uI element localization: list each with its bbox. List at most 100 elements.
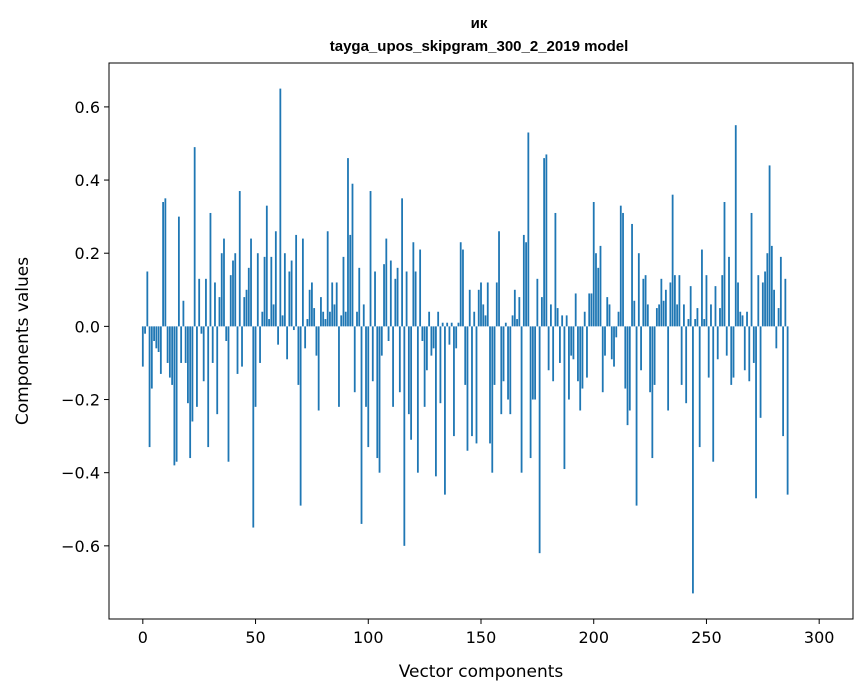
bar [529, 326, 532, 459]
bar [290, 260, 293, 327]
bar [622, 212, 624, 327]
bar [725, 326, 728, 356]
chart-subtitle: tayga_upos_skipgram_300_2_2019 model [330, 38, 629, 55]
bar [723, 202, 726, 327]
bar [279, 88, 282, 327]
bar [389, 260, 392, 327]
bar [207, 326, 210, 448]
bar [214, 282, 216, 327]
bar [692, 326, 694, 594]
bar [592, 202, 595, 327]
bar [572, 326, 575, 360]
bar [272, 304, 275, 327]
bar [486, 282, 489, 327]
bar [430, 326, 433, 356]
bar [759, 326, 762, 418]
bar [739, 311, 742, 327]
bar [554, 212, 557, 327]
bar [340, 315, 343, 327]
bar [153, 326, 155, 341]
x-tick-label: 50 [245, 628, 265, 647]
bar [701, 249, 703, 327]
bar [144, 326, 146, 334]
bar [288, 271, 291, 327]
y-tick-label: 0.2 [75, 244, 100, 263]
bar [775, 326, 778, 349]
bar [162, 202, 165, 327]
bar [500, 326, 503, 415]
bar [225, 326, 228, 341]
bar [696, 308, 699, 327]
bar [698, 326, 701, 448]
bar [385, 238, 388, 327]
bar [347, 158, 349, 327]
bar [588, 293, 591, 327]
bar [250, 238, 252, 327]
bar [721, 275, 724, 327]
bar [211, 326, 214, 363]
bar [229, 275, 232, 327]
bar [157, 326, 160, 352]
bar [590, 293, 593, 327]
bar [401, 198, 403, 327]
bar [779, 256, 782, 327]
bar [561, 315, 564, 327]
bar [383, 264, 385, 327]
bar [531, 326, 534, 400]
bar [141, 326, 144, 367]
bar [495, 282, 498, 327]
bar [432, 326, 435, 349]
bar [710, 304, 712, 327]
bar [694, 319, 697, 327]
bar [624, 326, 627, 389]
bar [610, 326, 613, 360]
bar [538, 326, 541, 554]
bar [475, 326, 478, 444]
bar [254, 326, 257, 407]
bar [773, 289, 775, 327]
bar [387, 326, 390, 341]
bar [640, 326, 642, 371]
bar [525, 242, 527, 327]
bar [184, 326, 187, 363]
bar [146, 271, 149, 327]
bar [536, 278, 539, 327]
bar [148, 326, 151, 448]
bar [398, 326, 401, 393]
bar [329, 311, 331, 327]
bar [741, 315, 744, 327]
bar [416, 326, 419, 473]
bar [678, 275, 681, 327]
bar [236, 326, 239, 374]
bar [263, 256, 266, 327]
bar [444, 326, 446, 495]
bar [362, 304, 365, 327]
y-tick-label: −0.2 [61, 391, 100, 410]
bar [462, 249, 464, 327]
bar [324, 319, 327, 327]
bar [439, 326, 442, 404]
bar [326, 231, 329, 327]
bar [268, 319, 270, 327]
bar [552, 326, 555, 382]
bar [658, 304, 661, 327]
bar [599, 245, 602, 327]
bar [344, 311, 347, 327]
bar [516, 319, 518, 327]
bar [187, 326, 189, 404]
bar [367, 326, 370, 448]
bar [491, 326, 494, 473]
y-tick-label: 0.6 [75, 98, 100, 117]
bar [644, 275, 647, 327]
bar [189, 326, 192, 459]
bar [597, 267, 600, 327]
bar [509, 326, 512, 415]
bar [633, 300, 636, 327]
bar [365, 326, 367, 407]
bar [297, 326, 300, 385]
bar [543, 158, 546, 327]
bar [419, 249, 422, 327]
bar [311, 282, 313, 327]
bar [728, 256, 730, 327]
bar [649, 326, 651, 393]
